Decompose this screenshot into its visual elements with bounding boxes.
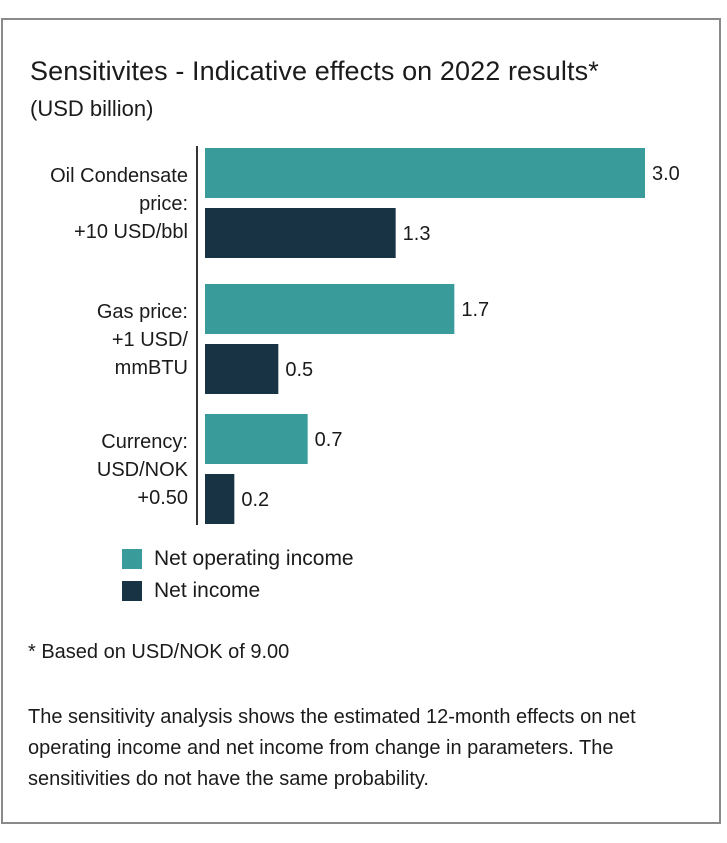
category-label-3-line-1: Currency:: [101, 431, 188, 453]
footnote: * Based on USD/NOK of 9.00: [28, 641, 290, 663]
legend-label-net-income: Net income: [154, 579, 261, 602]
legend-label-net-operating-income: Net operating income: [154, 547, 354, 570]
value-label-net-operating-income-1: 3.0: [652, 163, 680, 185]
category-label-1-line-2: price:: [139, 193, 188, 215]
value-label-net-income-3: 0.2: [241, 489, 269, 511]
bar-net-operating-income-2: [205, 284, 455, 334]
value-label-net-operating-income-3: 0.7: [315, 429, 343, 451]
bar-net-income-1: [205, 208, 396, 258]
category-labels: Oil Condensate price: +10 USD/bbl Gas price…: [50, 165, 189, 509]
value-label-net-operating-income-2: 1.7: [461, 299, 489, 321]
legend-swatch-net-income: [122, 581, 142, 601]
bar-net-income-2: [205, 344, 279, 394]
bar-net-operating-income-1: [205, 148, 645, 198]
category-label-1-line-3: +10 USD/bbl: [74, 221, 188, 243]
category-label-2-line-1: Gas price:: [97, 301, 188, 323]
description: The sensitivity analysis shows the estim…: [28, 706, 636, 790]
legend-item-net-operating-income: Net operating income: [122, 543, 354, 575]
bar-net-operating-income-3: [205, 414, 308, 464]
legend-swatch-net-operating-income: [122, 549, 142, 569]
value-label-net-income-2: 0.5: [285, 359, 313, 381]
bar-net-income-3: [205, 474, 235, 524]
chart-title: Sensitivites - Indicative effects on 202…: [30, 56, 599, 86]
category-label-2-line-3: mmBTU: [115, 357, 188, 379]
category-label-1-line-1: Oil Condensate: [50, 165, 188, 187]
value-label-net-income-1: 1.3: [403, 223, 431, 245]
bars-group: 3.0 1.3 1.7 0.5 0.7 0.2: [205, 148, 680, 524]
category-label-3-line-2: USD/NOK: [97, 459, 189, 481]
legend: Net operating income Net income: [122, 543, 354, 607]
legend-item-net-income: Net income: [122, 575, 354, 607]
category-label-3-line-3: +0.50: [137, 487, 188, 509]
category-label-2-line-2: +1 USD/: [112, 329, 189, 351]
chart-subtitle: (USD billion): [30, 96, 154, 121]
